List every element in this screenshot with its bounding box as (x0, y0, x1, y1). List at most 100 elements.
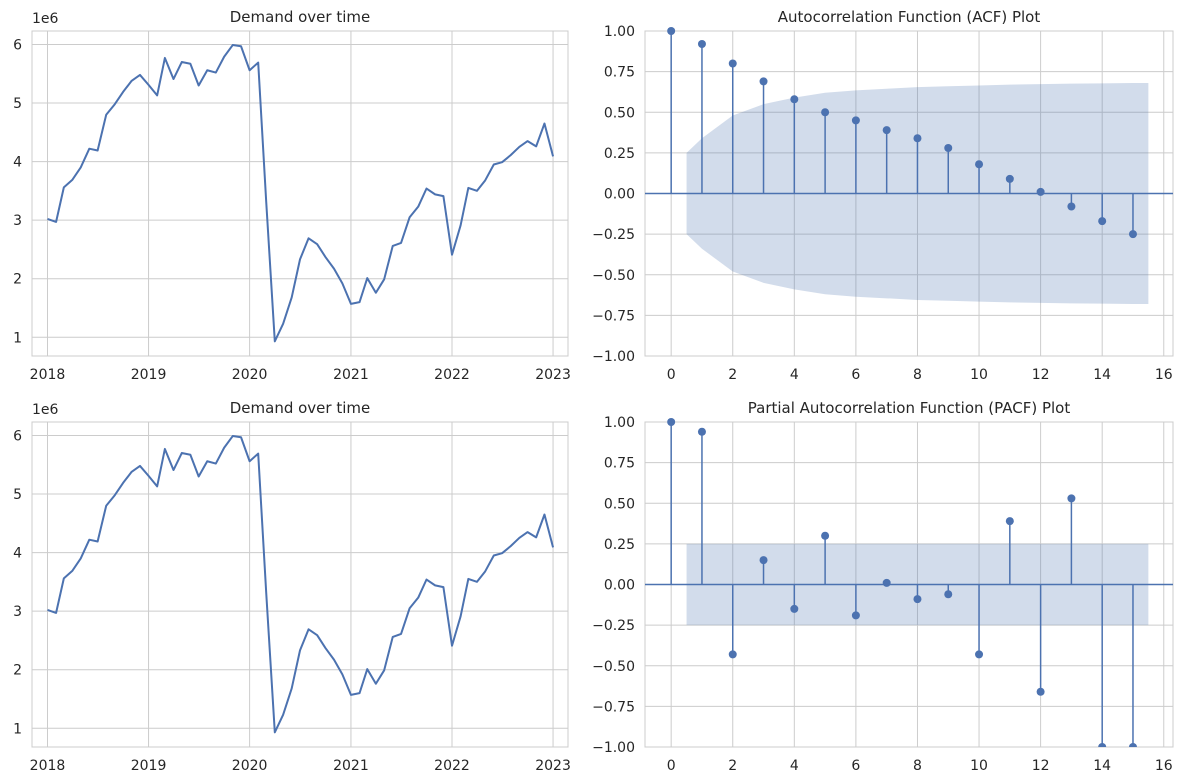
chart-panel-4: 0 2 4 6 8 10 12 14 16 −1.00 −0.75 −0.50 −0.25 0.00 0.2… (592, 399, 1174, 774)
stem-marker (821, 108, 830, 117)
stem-marker (667, 27, 676, 35)
series-line (47, 435, 555, 734)
y-tick-label: 6 (13, 428, 22, 444)
chart-panel-2: 0 2 4 6 8 10 12 14 16 −1.00 −0.75 −0.50 −0.25 0.00 0.2… (592, 8, 1174, 383)
stem-marker (790, 95, 799, 104)
x-tick-label: 2 (728, 758, 737, 774)
x-tick-label: 2 (728, 367, 737, 383)
y-tick-label: −1.00 (592, 740, 635, 756)
x-tick-label: 10 (970, 367, 988, 383)
x-tick-label: 14 (1093, 367, 1111, 383)
y-tick-label: −0.75 (592, 699, 635, 715)
y-tick-label: 0.00 (604, 187, 635, 203)
y-tick-label: 0.25 (604, 537, 635, 553)
stem-marker (944, 144, 953, 152)
x-tick-label: 2021 (333, 367, 369, 383)
stems (667, 418, 1137, 747)
x-tick-label: 2020 (232, 367, 268, 383)
stem-marker (1036, 687, 1045, 696)
x-tick-label: 2019 (131, 367, 167, 383)
y-tick-label: 0.00 (604, 578, 635, 594)
stem-marker (1128, 230, 1137, 239)
series-line (47, 44, 555, 343)
stem-marker (944, 590, 953, 599)
y-tick-label: 1.00 (604, 415, 635, 431)
y-tick-label: 1.00 (604, 24, 635, 40)
y-tick-label: 4 (13, 155, 22, 171)
stem-marker (790, 604, 799, 613)
x-tick-label: 16 (1155, 367, 1173, 383)
chart-title: Demand over time (230, 8, 371, 26)
plot-area (31, 30, 569, 357)
x-tick-label: 4 (790, 367, 799, 383)
y-tick-label: 1 (13, 330, 22, 346)
y-tick-label: −0.25 (592, 618, 635, 634)
x-tick-label: 8 (913, 367, 922, 383)
y-tick-label: −0.75 (592, 308, 635, 324)
y-tick-label: 6 (13, 37, 22, 53)
stems (667, 27, 1137, 239)
y-tick-label: −0.25 (592, 227, 635, 243)
x-tick-label: 6 (851, 758, 860, 774)
chart-title: Autocorrelation Function (ACF) Plot (778, 8, 1041, 26)
stem-marker (1128, 743, 1137, 747)
x-tick-label: 0 (667, 758, 676, 774)
x-tick-label: 0 (667, 367, 676, 383)
stem-marker (759, 77, 768, 86)
stem-marker (975, 650, 984, 659)
y-tick-label: 4 (13, 546, 22, 562)
stem-marker (851, 611, 860, 620)
y-tick-label: 3 (13, 213, 22, 229)
x-tick-label: 14 (1093, 758, 1111, 774)
x-tick-label: 2023 (535, 367, 571, 383)
stem-marker (913, 134, 922, 143)
y-tick-label: −0.50 (592, 268, 635, 284)
stem-marker (728, 650, 737, 659)
chart-title: Partial Autocorrelation Function (PACF) … (748, 399, 1071, 417)
y-tick-label: 5 (13, 487, 22, 503)
stem-marker (1005, 174, 1014, 183)
x-tick-label: 10 (970, 758, 988, 774)
x-tick-label: 2018 (30, 367, 66, 383)
stem-marker (1098, 217, 1107, 226)
y-tick-label: 0.25 (604, 146, 635, 162)
y-offset-label: 1e6 (32, 402, 59, 418)
y-tick-label: 0.75 (604, 456, 635, 472)
stem-marker (759, 556, 768, 565)
stem-marker (821, 531, 830, 540)
stem-marker (851, 116, 860, 125)
y-tick-label: 3 (13, 604, 22, 620)
stem-marker (913, 595, 922, 604)
x-tick-label: 2022 (434, 758, 470, 774)
x-tick-label: 2022 (434, 367, 470, 383)
x-tick-label: 2019 (131, 758, 167, 774)
plot-area (31, 421, 569, 748)
x-tick-label: 2020 (232, 758, 268, 774)
y-tick-label: 0.75 (604, 65, 635, 81)
chart-title: Demand over time (230, 399, 371, 417)
stem-marker (882, 578, 891, 587)
x-tick-label: 12 (1032, 367, 1050, 383)
stem-marker (697, 427, 706, 436)
stem-marker (667, 418, 676, 426)
x-tick-label: 12 (1032, 758, 1050, 774)
stem-marker (882, 126, 891, 135)
stem-marker (1098, 743, 1107, 747)
x-tick-label: 4 (790, 758, 799, 774)
stem-marker (1036, 187, 1045, 196)
stem-marker (697, 40, 706, 48)
stem-marker (1067, 494, 1076, 503)
y-tick-label: 0.50 (604, 496, 635, 512)
y-tick-label: −1.00 (592, 349, 635, 365)
x-tick-label: 2023 (535, 758, 571, 774)
stem-marker (1067, 202, 1076, 211)
stem-marker (975, 160, 984, 169)
y-tick-label: 5 (13, 96, 22, 112)
chart-panel-3: 2018 2019 2020 2021 2022 2023 1 2 3 4 5 6 1e6 Demand … (13, 399, 571, 774)
stem-marker (728, 59, 737, 68)
x-tick-label: 6 (851, 367, 860, 383)
y-tick-label: 2 (13, 663, 22, 679)
x-tick-label: 8 (913, 758, 922, 774)
x-tick-label: 2018 (30, 758, 66, 774)
